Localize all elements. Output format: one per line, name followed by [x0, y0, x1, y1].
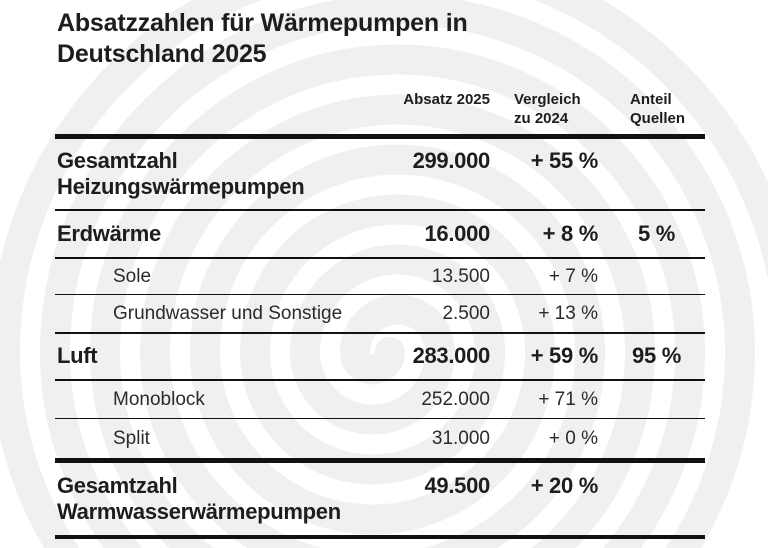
vergleich-value: + 20 %: [530, 472, 599, 498]
row-label: Gesamtzahl Heizungswärmepumpen: [57, 147, 305, 199]
anteil-value: 95 %: [632, 343, 681, 368]
row-label: Gesamtzahl Warmwasserwärmepumpen: [57, 472, 341, 524]
row-label: Split: [113, 428, 150, 449]
divider: [55, 379, 705, 381]
vergleich-value: + 55 %: [530, 147, 599, 173]
row-label: Monoblock: [113, 388, 205, 410]
column-header-vergleich: Vergleich zu 2024: [514, 91, 581, 127]
table-row-gesamtzahl-heizung: Gesamtzahl Heizungswärmepumpen 299.000 +…: [55, 139, 705, 209]
absatz-value: 13.500: [431, 265, 490, 287]
page-title: Absatzzahlen für Wärmepumpen in Deutschl…: [57, 9, 468, 68]
table-row-gesamtzahl-warmwasser: Gesamtzahl Warmwasserwärmepumpen 49.500 …: [55, 463, 705, 535]
divider: [55, 257, 705, 259]
absatz-value: 49.500: [424, 472, 491, 498]
table-header-row: Absatz 2025 Vergleich zu 2024 Anteil Que…: [55, 90, 705, 134]
divider-bottom: [55, 534, 705, 539]
absatz-value: 16.000: [424, 221, 491, 246]
table-row-grundwasser: Grundwasser und Sonstige 2.500 + 13 %: [55, 295, 705, 332]
absatz-value: 252.000: [421, 388, 490, 410]
divider: [55, 332, 705, 334]
row-label: Sole: [113, 265, 152, 287]
vergleich-value: + 7 %: [548, 265, 598, 287]
table-row-monoblock: Monoblock 252.000 + 71 %: [55, 381, 705, 418]
absatz-value: 299.000: [412, 147, 491, 173]
absatz-value: 283.000: [412, 343, 491, 368]
divider: [55, 208, 705, 211]
absatz-value: 2.500: [442, 303, 490, 324]
anteil-value: 5 %: [637, 221, 675, 246]
table-row-split: Split 31.000 + 0 %: [55, 419, 705, 458]
column-header-anteil: Anteil Quellen: [630, 91, 686, 127]
vergleich-value: + 71 %: [538, 388, 598, 410]
vergleich-value: + 0 %: [548, 428, 598, 449]
absatz-value: 31.000: [431, 428, 490, 449]
divider: [55, 417, 705, 419]
column-header-absatz: Absatz 2025: [403, 91, 490, 108]
row-label: Erdwärme: [57, 221, 161, 246]
divider: [55, 458, 705, 463]
divider-header: [55, 134, 705, 139]
vergleich-value: + 8 %: [542, 221, 599, 246]
table-row-erdwaerme: Erdwärme 16.000 + 8 % 5 %: [55, 211, 705, 257]
divider: [55, 293, 705, 295]
vergleich-value: + 59 %: [530, 343, 599, 368]
row-label: Grundwasser und Sonstige: [113, 303, 343, 324]
table-row-luft: Luft 283.000 + 59 % 95 %: [55, 334, 705, 379]
data-table: Absatz 2025 Vergleich zu 2024 Anteil Que…: [55, 90, 705, 539]
vergleich-value: + 13 %: [538, 303, 598, 324]
row-label: Luft: [57, 343, 98, 368]
table-row-sole: Sole 13.500 + 7 %: [55, 259, 705, 294]
